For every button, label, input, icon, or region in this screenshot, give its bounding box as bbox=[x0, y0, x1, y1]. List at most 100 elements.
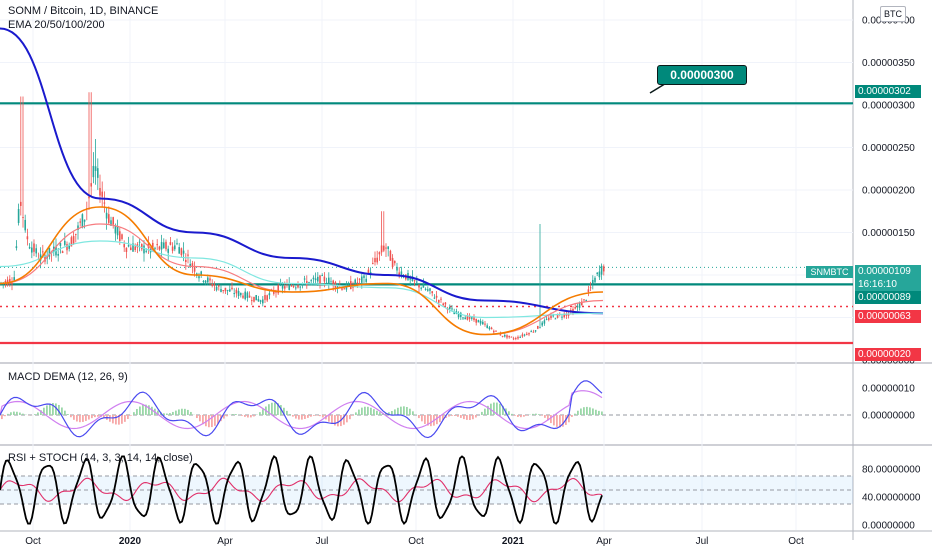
macd-histogram-bar bbox=[361, 407, 363, 415]
candle-body bbox=[59, 243, 62, 246]
macd-histogram-bar bbox=[436, 415, 438, 425]
macd-histogram-bar bbox=[286, 410, 288, 415]
macd-histogram-bar bbox=[544, 415, 546, 418]
candle-body bbox=[574, 306, 576, 309]
tag-countdown: 16:16:10 bbox=[855, 278, 921, 291]
macd-histogram-bar bbox=[589, 407, 591, 415]
macd-histogram-bar bbox=[337, 415, 339, 427]
macd-histogram-bar bbox=[457, 415, 459, 417]
macd-histogram-bar bbox=[157, 410, 159, 415]
candle-body bbox=[499, 333, 502, 336]
macd-histogram-bar bbox=[73, 415, 75, 420]
candle-body bbox=[464, 317, 466, 320]
candle-body bbox=[141, 244, 143, 250]
candle-body bbox=[519, 336, 521, 338]
candle-body bbox=[347, 282, 350, 285]
candle-body bbox=[444, 302, 447, 305]
candle-body bbox=[427, 289, 429, 291]
macd-histogram-bar bbox=[343, 415, 345, 425]
macd-histogram-bar bbox=[40, 410, 42, 415]
candle-body bbox=[123, 244, 125, 248]
candle-body bbox=[314, 278, 317, 281]
macd-histogram-bar bbox=[373, 409, 375, 415]
x-tick-label: 2021 bbox=[502, 536, 525, 547]
macd-histogram-bar bbox=[403, 406, 405, 415]
candle-body bbox=[72, 236, 75, 244]
candle-body bbox=[17, 209, 20, 223]
macd-histogram-bar bbox=[562, 415, 564, 427]
y-tick-label: 0.00000250 bbox=[862, 143, 915, 154]
macd-histogram-bar bbox=[64, 410, 66, 415]
macd-histogram-bar bbox=[304, 415, 306, 419]
candle-body bbox=[400, 271, 403, 275]
candle-body bbox=[253, 296, 255, 302]
candle-body bbox=[462, 317, 464, 319]
macd-histogram-bar bbox=[595, 409, 597, 415]
candle-body bbox=[198, 276, 200, 279]
tag-level-high: 0.00000302 bbox=[855, 85, 921, 98]
candle-body bbox=[171, 246, 174, 251]
candle-body bbox=[321, 275, 323, 277]
macd-histogram-bar bbox=[526, 415, 528, 416]
stoch-line bbox=[0, 455, 603, 526]
macd-histogram-bar bbox=[439, 415, 441, 423]
candle-body bbox=[130, 247, 132, 251]
candle-body bbox=[380, 245, 383, 253]
macd-histogram-bar bbox=[319, 415, 321, 417]
macd-histogram-bar bbox=[181, 408, 183, 415]
candle-body bbox=[523, 334, 526, 336]
price-callout: 0.00000300 bbox=[657, 65, 747, 85]
macd-histogram-bar bbox=[7, 413, 9, 415]
macd-histogram-bar bbox=[574, 413, 576, 415]
candle-body bbox=[9, 278, 11, 284]
candle-body bbox=[22, 217, 24, 219]
candle-body bbox=[229, 289, 231, 292]
candle-body bbox=[231, 287, 233, 290]
macd-histogram-bar bbox=[349, 415, 351, 420]
macd-histogram-bar bbox=[52, 403, 54, 415]
candle-body bbox=[413, 280, 416, 282]
candle-body bbox=[288, 283, 290, 290]
macd-histogram-bar bbox=[223, 415, 225, 419]
tag-level-low: 0.00000020 bbox=[855, 348, 921, 361]
candle-body bbox=[83, 219, 86, 222]
currency-button[interactable]: BTC bbox=[880, 6, 906, 22]
candle-body bbox=[66, 244, 68, 251]
candle-body bbox=[323, 276, 326, 282]
macd-histogram-bar bbox=[520, 415, 522, 418]
macd-histogram-bar bbox=[163, 413, 165, 415]
candle-body bbox=[512, 338, 515, 340]
macd-histogram-bar bbox=[136, 408, 138, 415]
candle-body bbox=[438, 299, 440, 303]
candle-body bbox=[191, 263, 194, 267]
candle-body bbox=[336, 286, 339, 289]
macd-histogram-bar bbox=[196, 415, 198, 419]
candle-body bbox=[442, 303, 444, 306]
candle-body bbox=[589, 287, 592, 289]
candle-body bbox=[312, 277, 315, 280]
candle-body bbox=[88, 196, 90, 199]
macd-histogram-bar bbox=[559, 415, 561, 428]
x-tick-label: Apr bbox=[217, 536, 233, 547]
macd-histogram-bar bbox=[322, 415, 324, 418]
candle-body bbox=[367, 269, 370, 273]
candle-body bbox=[394, 261, 396, 264]
candle-body bbox=[211, 283, 213, 286]
candle-body bbox=[385, 247, 387, 249]
macd-histogram-bar bbox=[37, 412, 39, 415]
macd-histogram-bar bbox=[370, 407, 372, 415]
candle-body bbox=[156, 244, 158, 246]
macd-histogram-bar bbox=[523, 415, 525, 417]
rsi-tick-label: 40.00000000 bbox=[862, 493, 921, 504]
candle-body bbox=[319, 275, 321, 285]
candle-body bbox=[292, 286, 295, 288]
candle-body bbox=[77, 225, 79, 230]
candle-body bbox=[127, 245, 130, 247]
macd-histogram-bar bbox=[169, 413, 171, 415]
macd-histogram-bar bbox=[205, 415, 207, 427]
candle-body bbox=[517, 336, 519, 339]
candle-body bbox=[449, 306, 451, 309]
candle-body bbox=[477, 320, 480, 323]
candle-body bbox=[356, 282, 359, 284]
candle-body bbox=[376, 257, 378, 263]
